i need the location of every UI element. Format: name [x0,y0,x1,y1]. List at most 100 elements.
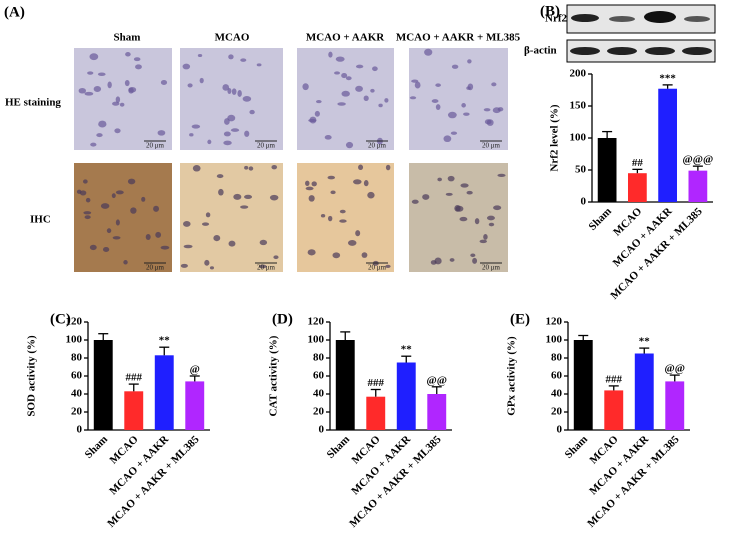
cell [488,222,495,227]
cell [180,263,188,268]
cell [125,52,131,57]
y-tick-label: 60 [71,370,83,382]
cell [330,190,336,195]
blot-band [644,11,676,23]
panel-label: (A) [4,4,25,20]
scale-bar-label: 20 μm [146,264,165,272]
blot-label: β-actin [524,45,557,57]
cell [411,199,419,204]
cell [124,80,130,87]
cell [467,59,472,64]
cell [189,133,194,137]
cell [100,203,110,209]
y-tick-label: 150 [570,100,587,112]
y-tick-label: 120 [546,316,563,328]
cell [497,107,504,112]
cell [483,233,488,240]
cell [367,191,375,199]
micrograph [297,48,394,150]
row-label: IHC [30,214,51,226]
cell [145,234,151,240]
cell [205,212,211,218]
cell [160,80,168,86]
bar [124,391,144,430]
cell [230,128,240,132]
annotation: @@ [665,363,685,375]
cell [493,205,502,211]
cell [97,72,106,77]
cell [339,219,347,223]
cell [79,190,87,196]
cell [141,196,146,202]
x-tick-label: Sham [563,433,591,461]
micrograph [409,48,508,150]
cell [248,166,254,171]
cell [155,231,162,238]
cell [96,133,103,138]
cell [497,173,506,178]
bar [688,170,708,202]
cell [358,164,364,171]
blot-band [609,16,635,22]
micrograph [180,163,283,272]
cell [160,245,170,250]
scale-bar-label: 20 μm [368,264,387,272]
y-axis-label: CAT activity (%) [268,335,280,416]
cell [460,183,469,188]
cell [199,77,204,84]
column-label: MCAO [215,32,250,44]
cell [135,64,142,70]
bar [335,340,355,430]
bar [366,396,386,430]
annotation: ### [368,377,385,389]
cell [222,84,230,91]
cell [461,103,466,108]
cell [130,207,137,214]
cell [345,76,352,81]
cell [337,102,346,106]
cell [339,209,346,214]
cell [311,181,317,187]
cell [271,165,278,170]
cell [197,53,203,58]
bar [597,138,617,202]
cell [424,48,433,56]
cell [244,130,250,137]
y-tick-label: 20 [313,406,325,418]
cell [242,96,252,102]
y-tick-label: 40 [313,388,325,400]
cell [449,258,455,262]
cell [450,131,458,135]
cell [93,86,102,92]
cell [123,260,128,265]
y-tick-label: 80 [313,352,325,364]
y-tick-label: 20 [551,406,563,418]
y-tick-label: 80 [551,352,563,364]
cell [341,90,350,97]
cell [258,264,267,269]
scale-bar-label: 20 μm [257,142,276,150]
cell [237,89,242,97]
y-tick-label: 0 [319,424,325,436]
cell [435,104,441,110]
panel-label: (C) [50,311,71,327]
cell [363,95,369,102]
cell [435,83,441,87]
annotation: @ [190,364,200,376]
cell [213,234,221,242]
blot-label: Nrf2 [545,13,567,25]
annotation: ** [159,335,171,347]
cell [454,205,461,212]
cell [223,131,231,137]
y-tick-label: 60 [551,370,563,382]
micrograph [74,48,172,150]
bar [658,88,678,202]
cell [335,56,345,62]
panel-label: (D) [272,311,293,327]
cell [470,253,476,258]
cell [384,98,389,103]
cell [305,186,314,191]
cell [334,71,341,75]
cell [355,230,361,237]
